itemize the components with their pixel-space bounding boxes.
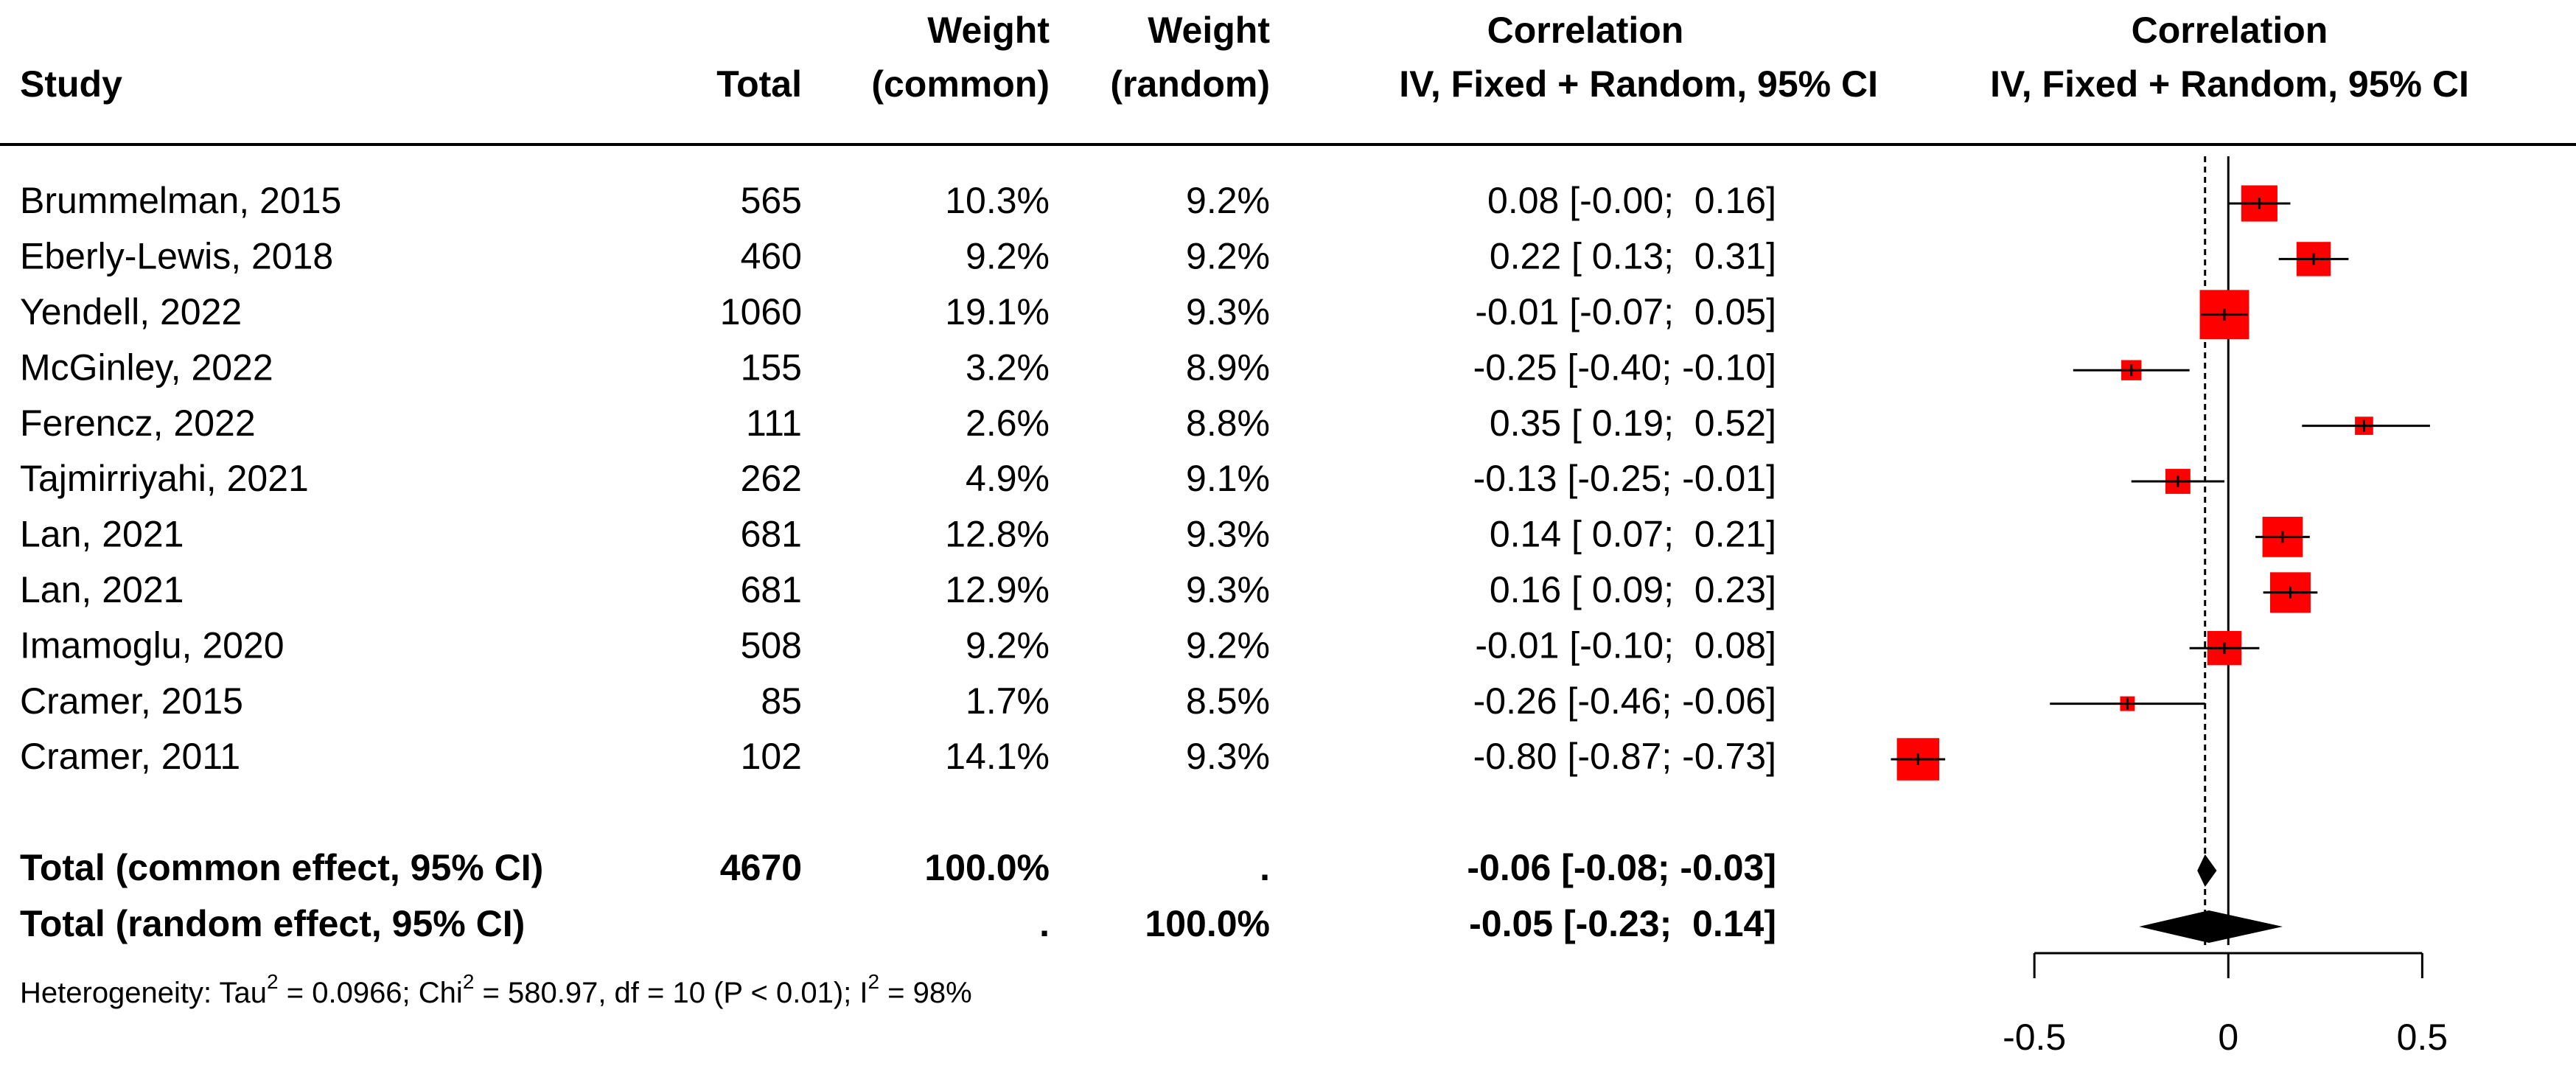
study-name: Yendell, 2022 — [20, 291, 242, 332]
weight-random: 9.3% — [1186, 569, 1270, 610]
total: 4670 — [720, 847, 802, 888]
study-name: Ferencz, 2022 — [20, 402, 256, 444]
weight-common: 12.9% — [945, 569, 1050, 610]
total: 102 — [741, 736, 802, 777]
total: 155 — [741, 346, 802, 388]
heterogeneity-text: = 98% — [879, 977, 972, 1009]
weight-common: 12.8% — [945, 514, 1050, 555]
heterogeneity-text: Heterogeneity: Tau — [20, 977, 267, 1009]
superscript: 2 — [463, 970, 475, 993]
study-name: Lan, 2021 — [20, 514, 184, 555]
weight-random: 8.8% — [1186, 402, 1270, 444]
weight-common: 14.1% — [945, 736, 1050, 777]
total: 1060 — [720, 291, 802, 332]
weight-random: 9.2% — [1186, 236, 1270, 277]
weight-random: 100.0% — [1145, 903, 1270, 944]
total: 681 — [741, 514, 802, 555]
ci-label: -0.80 [-0.87; -0.73] — [1473, 736, 1776, 777]
ci-label: 0.16 [ 0.09; 0.23] — [1490, 569, 1776, 610]
weight-common: 10.3% — [945, 180, 1050, 221]
total: 565 — [741, 180, 802, 221]
total: 85 — [761, 680, 802, 722]
heterogeneity: Heterogeneity: Tau2 = 0.0966; Chi2 = 580… — [20, 970, 972, 1009]
weight-common: 4.9% — [966, 458, 1050, 499]
ci-label: 0.08 [-0.00; 0.16] — [1487, 180, 1776, 221]
study-name: Cramer, 2011 — [20, 736, 240, 777]
weight-common: . — [1039, 903, 1050, 944]
ci-label: -0.26 [-0.46; -0.06] — [1473, 680, 1776, 722]
weight-common: 1.7% — [966, 680, 1050, 722]
ci-label: -0.13 [-0.25; -0.01] — [1473, 458, 1776, 499]
weight-common: 19.1% — [945, 291, 1050, 332]
study-name: McGinley, 2022 — [20, 346, 273, 388]
weight-random: 9.1% — [1186, 458, 1270, 499]
x-tick-label: 0.5 — [2397, 1017, 2448, 1058]
weight-random: . — [1260, 847, 1270, 888]
study-name: Lan, 2021 — [20, 569, 184, 610]
weight-random: 9.3% — [1186, 291, 1270, 332]
weight-common: 3.2% — [966, 346, 1050, 388]
weight-common: 2.6% — [966, 402, 1050, 444]
ci-label: -0.05 [-0.23; 0.14] — [1469, 903, 1776, 944]
ci-label: -0.25 [-0.40; -0.10] — [1473, 346, 1776, 388]
column-header: Total — [716, 63, 802, 105]
effect-diamond — [2197, 854, 2217, 887]
column-header: Weight — [927, 10, 1050, 51]
total: 460 — [741, 236, 802, 277]
total: 508 — [741, 624, 802, 666]
weight-common: 9.2% — [966, 624, 1050, 666]
study-name: Imamoglu, 2020 — [20, 624, 285, 666]
heterogeneity-text: = 580.97, df = 10 (P < 0.01); I — [474, 977, 868, 1009]
ci-label: 0.35 [ 0.19; 0.52] — [1490, 402, 1776, 444]
total: 681 — [741, 569, 802, 610]
ci-label: -0.06 [-0.08; -0.03] — [1467, 847, 1776, 888]
column-header: IV, Fixed + Random, 95% CI — [1399, 63, 1878, 105]
x-tick-label: -0.5 — [2003, 1017, 2066, 1058]
superscript: 2 — [267, 970, 279, 993]
weight-common: 9.2% — [966, 236, 1050, 277]
weight-random: 9.2% — [1186, 624, 1270, 666]
ci-label: 0.14 [ 0.07; 0.21] — [1490, 514, 1776, 555]
effect-diamond — [2139, 910, 2283, 943]
total: 262 — [741, 458, 802, 499]
weight-common: 100.0% — [924, 847, 1050, 888]
total: 111 — [746, 402, 802, 444]
x-tick-label: 0 — [2218, 1017, 2238, 1058]
weight-random: 9.3% — [1186, 514, 1270, 555]
column-header: Study — [20, 63, 122, 105]
weight-random: 8.9% — [1186, 346, 1270, 388]
study-name: Total (random effect, 95% CI) — [20, 903, 525, 944]
superscript: 2 — [868, 970, 879, 993]
column-header: Correlation — [2132, 10, 2328, 51]
column-header: IV, Fixed + Random, 95% CI — [1990, 63, 2469, 105]
study-name: Tajmirriyahi, 2021 — [20, 458, 309, 499]
ci-label: 0.22 [ 0.13; 0.31] — [1490, 236, 1776, 277]
study-name: Total (common effect, 95% CI) — [20, 847, 543, 888]
study-name: Brummelman, 2015 — [20, 180, 341, 221]
heterogeneity-text: = 0.0966; Chi — [279, 977, 463, 1009]
column-header: Correlation — [1487, 10, 1684, 51]
study-name: Cramer, 2015 — [20, 680, 243, 722]
column-header: (common) — [871, 63, 1050, 105]
weight-random: 9.2% — [1186, 180, 1270, 221]
weight-random: 8.5% — [1186, 680, 1270, 722]
weight-random: 9.3% — [1186, 736, 1270, 777]
column-header: (random) — [1110, 63, 1270, 105]
study-name: Eberly-Lewis, 2018 — [20, 236, 333, 277]
ci-label: -0.01 [-0.07; 0.05] — [1475, 291, 1776, 332]
column-header: Weight — [1148, 10, 1270, 51]
ci-label: -0.01 [-0.10; 0.08] — [1475, 624, 1776, 666]
